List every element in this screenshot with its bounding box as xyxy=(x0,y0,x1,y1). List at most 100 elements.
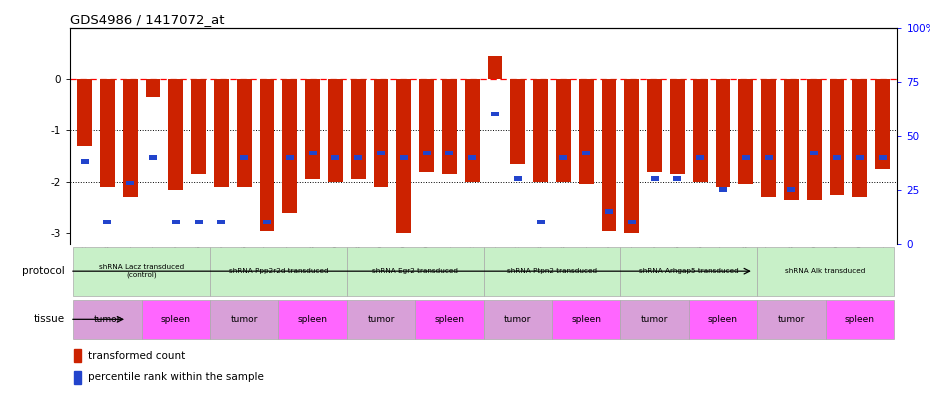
Bar xyxy=(81,159,88,164)
Bar xyxy=(192,79,206,174)
Bar xyxy=(309,151,316,155)
Bar xyxy=(240,155,248,160)
Bar xyxy=(738,79,753,184)
Bar xyxy=(719,187,727,192)
Text: tumor: tumor xyxy=(231,315,258,324)
Bar xyxy=(263,220,271,224)
Bar xyxy=(810,151,818,155)
Bar xyxy=(537,220,545,224)
Bar xyxy=(419,79,434,172)
Text: shRNA Alk transduced: shRNA Alk transduced xyxy=(786,268,866,274)
FancyBboxPatch shape xyxy=(757,247,894,296)
FancyBboxPatch shape xyxy=(347,299,415,339)
Text: transformed count: transformed count xyxy=(87,351,185,361)
FancyBboxPatch shape xyxy=(826,299,894,339)
Text: shRNA Egr2 transduced: shRNA Egr2 transduced xyxy=(372,268,458,274)
Text: spleen: spleen xyxy=(434,315,464,324)
Bar xyxy=(103,220,112,224)
Bar xyxy=(511,79,525,164)
Bar xyxy=(628,220,636,224)
FancyBboxPatch shape xyxy=(347,247,484,296)
Text: shRNA Ptpn2 transduced: shRNA Ptpn2 transduced xyxy=(507,268,597,274)
Bar xyxy=(172,220,179,224)
Bar xyxy=(788,187,795,192)
Bar xyxy=(374,79,389,187)
FancyBboxPatch shape xyxy=(484,299,552,339)
Bar xyxy=(445,151,454,155)
Text: spleen: spleen xyxy=(571,315,601,324)
FancyBboxPatch shape xyxy=(210,299,278,339)
Bar xyxy=(560,155,567,160)
FancyBboxPatch shape xyxy=(757,299,826,339)
FancyBboxPatch shape xyxy=(415,299,484,339)
Bar xyxy=(487,56,502,79)
Text: tumor: tumor xyxy=(367,315,394,324)
Bar xyxy=(647,79,662,172)
Bar xyxy=(237,79,252,187)
Bar xyxy=(168,79,183,189)
Bar xyxy=(259,79,274,231)
Text: tissue: tissue xyxy=(34,314,65,324)
Bar xyxy=(582,151,591,155)
Bar xyxy=(556,79,571,182)
Bar xyxy=(422,151,431,155)
Text: tumor: tumor xyxy=(641,315,669,324)
Bar xyxy=(73,349,81,362)
Bar xyxy=(673,176,682,181)
FancyBboxPatch shape xyxy=(689,299,757,339)
Bar xyxy=(533,79,548,182)
Text: shRNA Ppp2r2d transduced: shRNA Ppp2r2d transduced xyxy=(229,268,328,274)
Bar xyxy=(194,220,203,224)
Bar xyxy=(126,181,134,185)
Text: spleen: spleen xyxy=(161,315,191,324)
Text: GDS4986 / 1417072_at: GDS4986 / 1417072_at xyxy=(70,13,224,26)
Text: tumor: tumor xyxy=(94,315,121,324)
Bar xyxy=(123,79,138,197)
Bar xyxy=(807,79,821,200)
Text: spleen: spleen xyxy=(844,315,875,324)
Bar xyxy=(305,79,320,179)
Bar xyxy=(879,155,886,160)
Bar xyxy=(146,79,160,97)
Bar xyxy=(328,79,343,182)
Text: tumor: tumor xyxy=(504,315,531,324)
Bar xyxy=(283,79,298,213)
Bar xyxy=(715,79,730,187)
Bar xyxy=(513,176,522,181)
Bar xyxy=(468,155,476,160)
Bar xyxy=(624,79,639,233)
Bar xyxy=(100,79,114,187)
Bar xyxy=(396,79,411,233)
Bar xyxy=(214,79,229,187)
Bar xyxy=(218,220,225,224)
Text: shRNA Arhgap5 transduced: shRNA Arhgap5 transduced xyxy=(639,268,738,274)
Bar xyxy=(670,79,684,174)
Bar xyxy=(875,79,890,169)
Bar xyxy=(742,155,750,160)
FancyBboxPatch shape xyxy=(620,299,689,339)
Bar xyxy=(377,151,385,155)
Text: spleen: spleen xyxy=(298,315,327,324)
Bar xyxy=(830,79,844,195)
Bar xyxy=(602,79,617,231)
Text: shRNA Lacz transduced
(control): shRNA Lacz transduced (control) xyxy=(99,264,184,278)
Bar xyxy=(693,79,708,182)
Text: tumor: tumor xyxy=(777,315,805,324)
FancyBboxPatch shape xyxy=(484,247,620,296)
Bar xyxy=(442,79,457,174)
Bar xyxy=(73,371,81,384)
FancyBboxPatch shape xyxy=(278,299,347,339)
Bar xyxy=(833,155,841,160)
FancyBboxPatch shape xyxy=(210,247,347,296)
FancyBboxPatch shape xyxy=(73,299,141,339)
Bar xyxy=(491,112,499,116)
Bar xyxy=(354,155,362,160)
FancyBboxPatch shape xyxy=(141,299,210,339)
Bar xyxy=(465,79,480,182)
Bar xyxy=(578,79,593,184)
Bar xyxy=(784,79,799,200)
Bar xyxy=(149,155,157,160)
Text: spleen: spleen xyxy=(708,315,738,324)
FancyBboxPatch shape xyxy=(552,299,620,339)
Bar xyxy=(286,155,294,160)
